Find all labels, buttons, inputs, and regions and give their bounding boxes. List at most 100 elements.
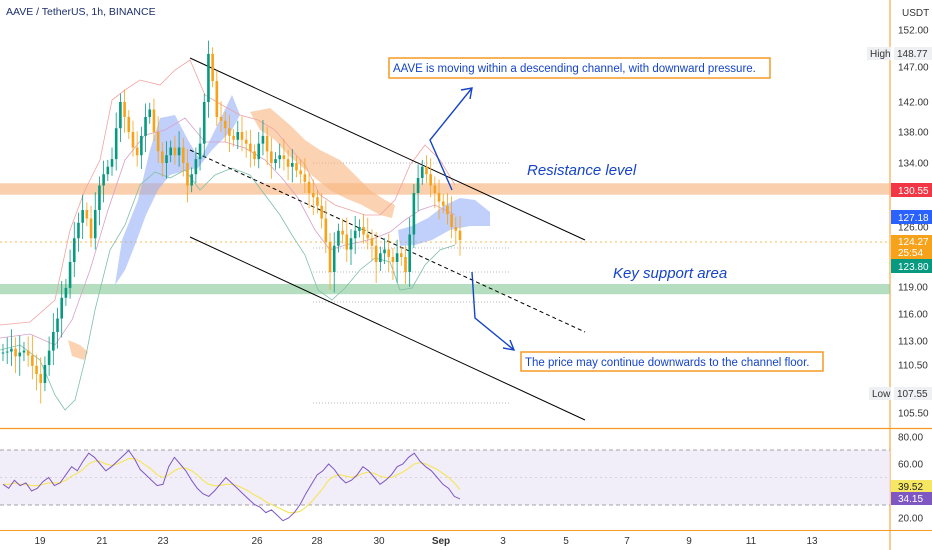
tag-resistance: 130.55 — [898, 186, 929, 197]
time-tick-label: 9 — [686, 536, 692, 547]
tag-resistance-bg — [891, 183, 932, 197]
candle-body — [395, 253, 399, 262]
time-tick-label: 21 — [96, 536, 108, 547]
candle-body — [265, 135, 269, 152]
projection-arrows — [429, 87, 516, 351]
high-value: 148.77 — [897, 49, 928, 60]
candle-body — [290, 163, 294, 167]
cloud-bullish-future — [398, 198, 490, 246]
candle-body — [202, 102, 206, 144]
candle-body — [152, 109, 156, 132]
chart-title: AAVE / TetherUS, 1h, BINANCE — [6, 6, 156, 18]
time-tick-label: 26 — [251, 536, 263, 547]
candle-body — [98, 185, 101, 210]
low-label: Low — [872, 389, 891, 400]
descending-channel[interactable] — [189, 57, 586, 421]
candle-body — [383, 249, 386, 254]
high-value-bg — [894, 47, 932, 60]
tag-cloud: 127.18 — [898, 213, 929, 224]
resistance-label: Resistance level — [527, 162, 637, 179]
candle-body — [18, 352, 22, 357]
candle-body — [106, 166, 110, 175]
candle-body — [244, 139, 248, 144]
lower-band — [0, 167, 456, 411]
candle-body — [198, 143, 202, 160]
candle-body — [64, 287, 68, 298]
bottom-annotation-box — [520, 351, 824, 372]
down-arrow — [471, 271, 515, 351]
candle-body — [349, 238, 353, 250]
candle-body — [110, 159, 114, 167]
candle-body — [425, 166, 428, 175]
candle-body — [1, 352, 5, 354]
candle-body — [311, 193, 315, 198]
candle-body — [43, 365, 47, 383]
candle-body — [39, 374, 43, 383]
price-tick-label: 147.00 — [898, 63, 929, 74]
candle-body — [31, 355, 34, 366]
rsi-tick-label: 80.00 — [898, 433, 923, 444]
candle-body — [186, 163, 189, 186]
candle-body — [358, 227, 361, 231]
low-value-bg — [894, 387, 932, 400]
candle-body — [446, 205, 449, 215]
tag-price-bg — [891, 235, 932, 259]
candle-body — [362, 227, 365, 235]
candle-body — [404, 257, 407, 272]
candle-body — [5, 351, 9, 353]
candle-body — [270, 151, 273, 163]
channel-upper-line — [189, 57, 586, 241]
candle-body — [400, 253, 403, 257]
candle-body — [140, 135, 143, 156]
candle-body — [181, 147, 185, 163]
candle-body — [261, 135, 265, 144]
price-tick-label: 142.00 — [898, 98, 929, 109]
price-scale[interactable] — [890, 0, 932, 550]
candle-body — [219, 117, 223, 121]
candle-body — [123, 102, 126, 117]
candle-body — [228, 128, 231, 136]
candle-body — [85, 210, 89, 219]
candle-body — [240, 132, 244, 140]
price-tick-label: 105.50 — [898, 409, 929, 420]
candle-body — [379, 253, 382, 262]
candle-body — [441, 201, 445, 206]
tag-cloud-bg — [891, 210, 932, 224]
candle-body — [320, 205, 323, 219]
candle-body — [408, 234, 411, 272]
price-tick-label: 116.00 — [898, 310, 928, 321]
candle-body — [127, 117, 131, 132]
candle-body — [286, 159, 290, 167]
channel-lower-line — [189, 236, 586, 421]
cloud-bullish — [115, 95, 240, 285]
price-tick-label: 113.00 — [898, 337, 928, 348]
down-arrow-head — [502, 339, 516, 351]
candle-body — [412, 193, 416, 235]
candle-body — [337, 230, 340, 246]
price-tick-label: 134.00 — [898, 159, 929, 170]
candle-body — [114, 128, 118, 160]
candle-body — [194, 159, 198, 175]
time-tick-label: 3 — [500, 536, 506, 547]
candle-body — [391, 257, 395, 262]
tag-support-bg — [891, 259, 932, 273]
candle-body — [295, 163, 298, 171]
candle-body — [77, 222, 80, 239]
candle-body — [190, 174, 193, 186]
time-tick-label: 13 — [806, 536, 818, 547]
candle-body — [429, 174, 432, 186]
time-tick-label: 30 — [373, 536, 385, 547]
candle-body — [282, 155, 286, 160]
candle-body — [433, 185, 437, 193]
candle-body — [420, 166, 424, 178]
candle-body — [207, 53, 210, 102]
tag-countdown: 25:54 — [898, 248, 923, 259]
candle-body — [177, 147, 181, 156]
candle-body — [345, 234, 349, 250]
candle-body — [148, 109, 152, 117]
candle-body — [316, 197, 319, 206]
top-annotation-box — [388, 57, 771, 79]
candle-body — [22, 350, 26, 353]
price-tick-label: 119.00 — [898, 283, 928, 294]
